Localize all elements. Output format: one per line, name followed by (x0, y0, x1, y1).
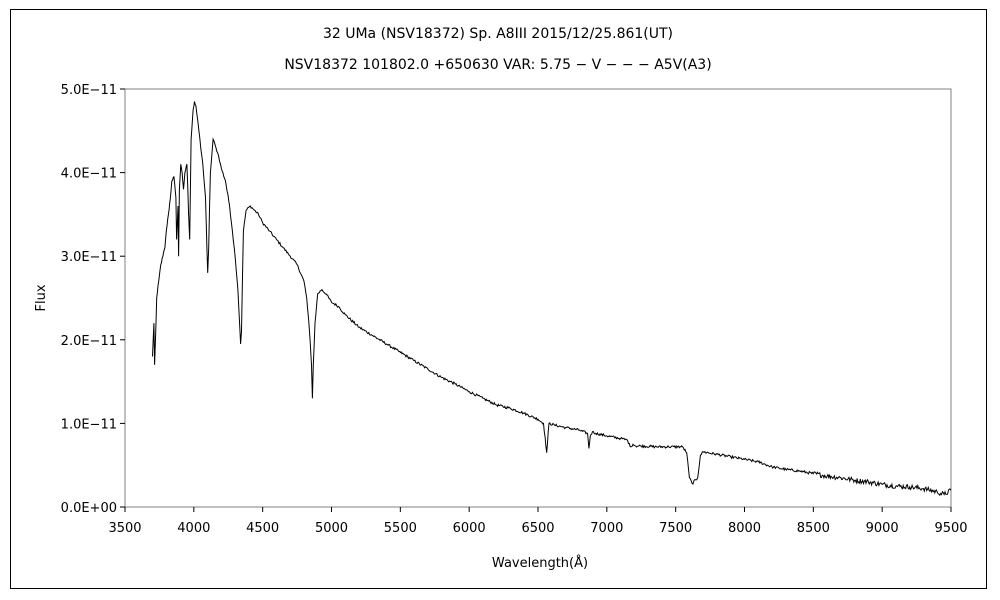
spectrum-line (152, 101, 952, 497)
x-tick-label: 4500 (246, 521, 279, 536)
x-tick-label: 7500 (659, 521, 692, 536)
x-tick-label: 5500 (384, 521, 417, 536)
x-tick-label: 8000 (728, 521, 761, 536)
y-axis-ticks: 0.0E+00 1.0E−11 2.0E−11 3.0E−11 4.0E−11 5.0E−… (61, 83, 125, 516)
y-tick-label: 0.0E+00 (61, 501, 117, 516)
chart-title: 32 UMa (NSV18372) Sp. A8III 2015/12/25.8… (323, 26, 673, 42)
y-tick-label: 2.0E−11 (61, 334, 117, 349)
x-tick-label: 6000 (453, 521, 486, 536)
chart-frame (10, 9, 987, 589)
x-tick-label: 3500 (108, 521, 141, 536)
y-tick-label: 4.0E−11 (61, 167, 117, 182)
x-tick-label: 8500 (797, 521, 830, 536)
chart-subtitle: NSV18372 101802.0 +650630 VAR: 5.75 − V … (284, 57, 711, 73)
x-axis-ticks: 3500 4000 4500 5000 5500 6000 6500 7000 7500 8000… (108, 507, 968, 536)
x-tick-label: 6500 (521, 521, 554, 536)
y-axis-label: Flux (34, 284, 49, 311)
y-tick-label: 1.0E−11 (61, 417, 117, 432)
y-tick-label: 5.0E−11 (61, 83, 117, 98)
y-tick-label: 3.0E−11 (61, 250, 117, 265)
x-tick-label: 5000 (315, 521, 348, 536)
x-tick-label: 9000 (866, 521, 899, 536)
y-axis-label-group: Flux (34, 284, 49, 311)
x-tick-label: 7000 (590, 521, 623, 536)
x-tick-label: 4000 (177, 521, 210, 536)
x-tick-label: 9500 (934, 521, 967, 536)
plot-area (124, 88, 952, 508)
x-axis-label: Wavelength(Å) (492, 555, 588, 571)
